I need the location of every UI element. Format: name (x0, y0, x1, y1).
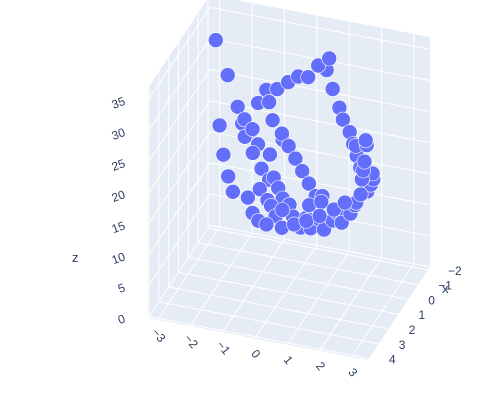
data-point[interactable] (301, 175, 317, 192)
data-point[interactable] (300, 69, 317, 85)
y-gridline-floor (221, 238, 285, 333)
x-gridline-floor (188, 257, 409, 300)
data-point[interactable] (261, 94, 277, 110)
z-tick-label: 10 (110, 249, 128, 267)
data-point[interactable] (325, 201, 342, 218)
data-point[interactable] (356, 153, 373, 170)
data-point[interactable] (352, 186, 369, 203)
y-gridline-floor (286, 251, 350, 345)
data-point[interactable] (335, 111, 351, 128)
data-point[interactable] (264, 112, 281, 128)
z-gridline-left (147, 7, 211, 101)
data-point[interactable] (274, 125, 290, 142)
z-tick-label: 30 (110, 125, 128, 143)
data-point[interactable] (229, 99, 246, 115)
data-point[interactable] (240, 189, 256, 206)
x-gridline-floor (198, 242, 419, 286)
x-gridline-floor (148, 316, 370, 359)
axis-titles: x z (72, 250, 449, 296)
y-tick-label: 3 (345, 365, 360, 379)
y-tick-label: 1 (281, 353, 296, 367)
z-gridline-left (147, 69, 211, 163)
x-gridline-floor (158, 301, 379, 345)
z-tick-label: 20 (110, 187, 128, 205)
y-gridline-floor (189, 232, 253, 327)
y-gridline-floor (319, 257, 382, 351)
x-tick-label: 1 (419, 308, 426, 322)
y-tick-label: −1 (214, 338, 234, 358)
floor-pane (148, 225, 430, 360)
x-tick-label: 2 (409, 323, 416, 337)
z-gridline-left (147, 162, 211, 257)
data-point[interactable] (280, 138, 297, 154)
z-gridline-left (147, 38, 211, 132)
x-axis-title: x (442, 281, 449, 296)
x-gridline-floor (178, 271, 399, 315)
z-tick-label: 15 (110, 218, 128, 236)
z-axis-title: z (72, 250, 79, 265)
gridlines (147, 0, 431, 359)
x-tick-label: −2 (448, 264, 462, 278)
data-point[interactable] (208, 32, 224, 48)
x-gridline-floor (168, 286, 389, 330)
data-point[interactable] (258, 216, 275, 233)
data-point[interactable] (324, 81, 341, 97)
x-tick-label: 4 (389, 353, 396, 367)
data-point[interactable] (336, 194, 353, 211)
data-point[interactable] (251, 181, 268, 197)
data-point[interactable] (269, 81, 286, 97)
data-point[interactable] (274, 202, 291, 218)
data-point[interactable] (253, 160, 270, 177)
z-gridline-back (209, 162, 431, 206)
y-gridline-floor (351, 263, 415, 358)
data-point[interactable] (215, 146, 232, 163)
data-point[interactable] (245, 145, 261, 161)
z-tick-label: 35 (110, 94, 128, 112)
z-gridline-left (147, 100, 211, 194)
y-gridline-floor (157, 226, 221, 321)
data-point[interactable] (262, 146, 278, 163)
z-gridline-left (147, 224, 211, 319)
data-point[interactable] (220, 168, 236, 185)
data-markers (208, 32, 382, 238)
x-tick-label: 0 (428, 294, 435, 308)
data-point[interactable] (225, 184, 241, 200)
data-point[interactable] (298, 213, 315, 229)
z-gridline-back (209, 224, 431, 268)
z-tick-label: 0 (116, 312, 127, 328)
y-gridline-floor (254, 245, 318, 339)
data-point[interactable] (244, 121, 261, 137)
z-gridline-back (209, 100, 431, 144)
z-gridline-left (147, 193, 211, 288)
data-point[interactable] (311, 208, 328, 224)
data-point[interactable] (294, 163, 311, 179)
z-tick-label: 5 (116, 280, 127, 296)
data-point[interactable] (219, 67, 236, 83)
z-gridline-left (147, 131, 211, 226)
data-point[interactable] (287, 150, 304, 167)
y-tick-label: −3 (149, 326, 169, 346)
data-point[interactable] (321, 50, 338, 67)
y-tick-label: 2 (313, 359, 328, 373)
y-tick-label: 0 (248, 347, 263, 361)
x-tick-label: −1 (438, 279, 452, 293)
x-gridline-floor (207, 227, 429, 271)
y-tick-label: −2 (181, 332, 201, 352)
data-point[interactable] (357, 132, 374, 149)
z-gridline-back (209, 69, 431, 113)
z-gridline-back (209, 6, 431, 50)
z-tick-label: 25 (110, 156, 128, 174)
x-tick-label: 3 (399, 338, 406, 352)
data-point[interactable] (211, 117, 228, 134)
data-point[interactable] (310, 57, 327, 74)
